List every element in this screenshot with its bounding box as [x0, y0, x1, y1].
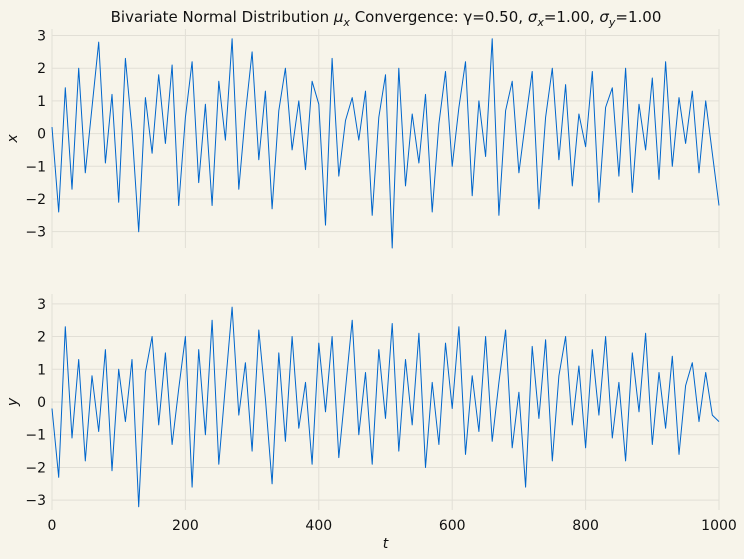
y-axis-label: x: [5, 134, 21, 144]
x-tick-label: 600: [439, 518, 466, 534]
title-sigma-y-subscript: y: [608, 16, 616, 29]
x-tick-label: 200: [172, 518, 199, 534]
y-tick-label: −3: [25, 493, 46, 509]
x-axis-label: t: [383, 536, 389, 552]
title-sigma-x-subscript: x: [536, 16, 544, 29]
x-tick-label: 800: [572, 518, 599, 534]
x-panel: −3 −2 −1 0 1 2 3 x: [5, 29, 720, 249]
title-sigma-y: σ: [599, 8, 609, 26]
x-tick-label: 0: [48, 518, 57, 534]
y-tick-label: 2: [37, 61, 46, 77]
title-mu-subscript: x: [342, 16, 350, 29]
x-tick-label: 400: [305, 518, 332, 534]
x-tick-label: 1000: [701, 518, 737, 534]
y-tick-label: −2: [25, 192, 46, 208]
title-sigma-y-value: =1.00: [615, 8, 661, 26]
y-tick-label: 3: [37, 297, 46, 313]
series-line: [51, 38, 720, 249]
y-tick-label: 3: [37, 29, 46, 45]
series-line: [51, 306, 720, 508]
title-middle: Convergence: γ=0.50,: [350, 8, 528, 26]
chart-title: Bivariate Normal Distribution μx Converg…: [111, 8, 662, 29]
y-tick-label: 1: [37, 94, 46, 110]
title-sigma-x-value: =1.00,: [544, 8, 600, 26]
title-prefix: Bivariate Normal Distribution: [111, 8, 334, 26]
y-axis-label: y: [5, 397, 21, 407]
y-tick-label: −2: [25, 460, 46, 476]
title-sigma-x: σ: [528, 8, 538, 26]
y-panel: −3 −2 −1 0 1 2 3 0 200 400 600 800 1000 y t: [5, 294, 737, 552]
title-mu: μ: [333, 8, 344, 26]
y-tick-label: 1: [37, 362, 46, 378]
y-tick-label: 2: [37, 330, 46, 346]
y-tick-label: 0: [37, 127, 46, 143]
y-tick-label: −3: [25, 225, 46, 241]
y-tick-label: −1: [25, 428, 46, 444]
y-tick-label: 0: [37, 395, 46, 411]
y-tick-label: −1: [25, 159, 46, 175]
